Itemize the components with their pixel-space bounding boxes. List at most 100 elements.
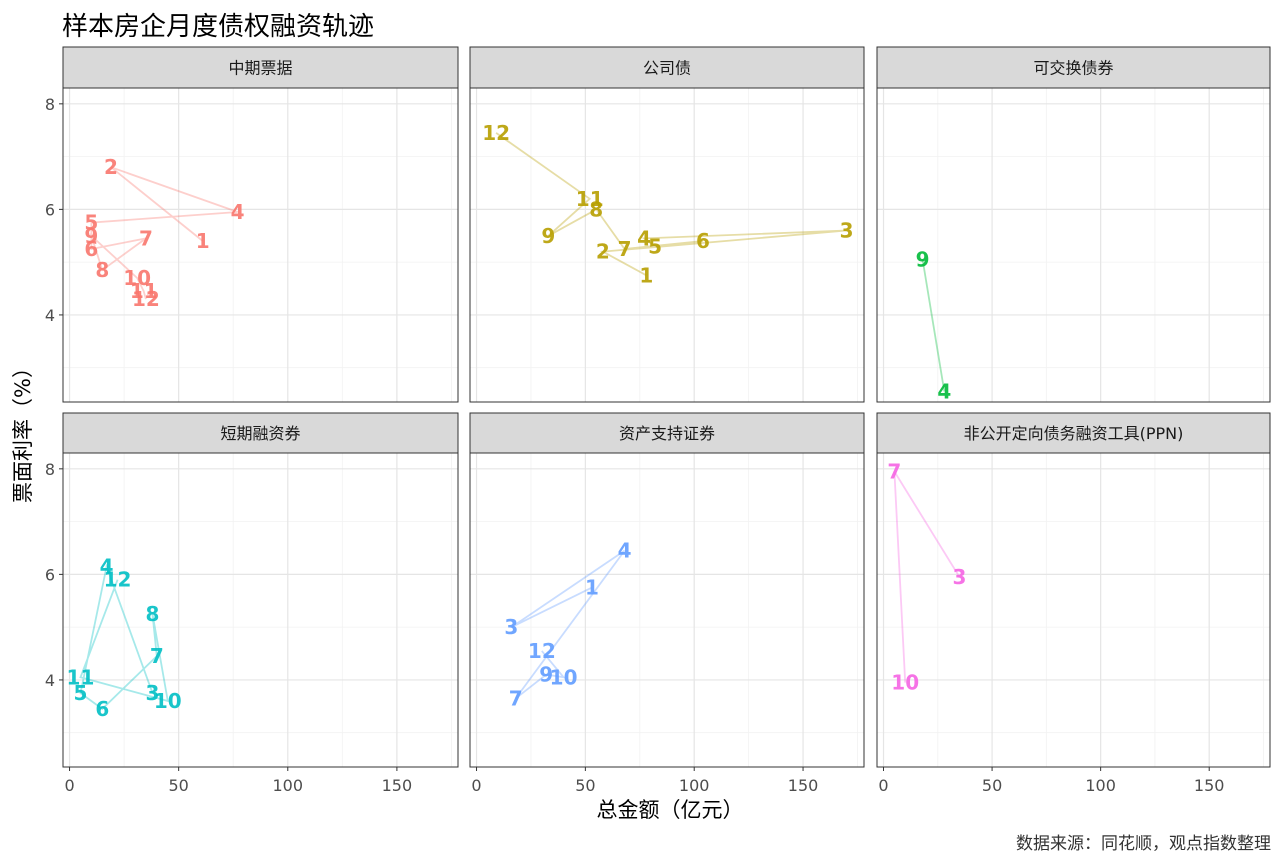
data-point-label: 3 — [953, 565, 967, 589]
data-point-label: 11 — [576, 187, 604, 211]
x-tick-label: 150 — [1194, 776, 1225, 795]
data-point-label: 1 — [639, 263, 653, 287]
y-tick-label: 6 — [45, 565, 55, 584]
data-point-label: 11 — [67, 665, 95, 689]
data-point-label: 10 — [550, 665, 578, 689]
data-point-label: 3 — [504, 615, 518, 639]
data-point-label: 12 — [132, 287, 160, 311]
x-tick-label: 50 — [575, 776, 595, 795]
y-tick-label: 8 — [45, 460, 55, 479]
x-tick-label: 100 — [679, 776, 710, 795]
data-point-label: 6 — [95, 697, 109, 721]
series-line — [893, 471, 961, 683]
panel-background — [470, 88, 864, 402]
data-point-label: 9 — [539, 663, 553, 687]
panel-border — [876, 87, 1271, 403]
data-point-label: 4 — [100, 554, 114, 578]
data-point-label: 8 — [146, 602, 160, 626]
data-point-label: 7 — [618, 237, 632, 261]
facet-strip-label: 可交换债券 — [1033, 59, 1113, 78]
data-point-label: 3 — [146, 681, 160, 705]
y-tick-label: 6 — [45, 200, 55, 219]
data-point-label: 7 — [150, 644, 164, 668]
facet-strip-label: 公司债 — [643, 59, 691, 78]
data-point-label: 4 — [618, 539, 632, 563]
facet-strip-label: 短期融资券 — [220, 424, 300, 443]
facet-strip-label: 非公开定向债务融资工具(PPN) — [964, 424, 1184, 443]
panel-border — [469, 452, 865, 768]
data-point-label: 10 — [154, 689, 182, 713]
x-tick-label: 100 — [273, 776, 304, 795]
facet-strip — [62, 46, 459, 89]
data-point-label: 4 — [937, 379, 951, 403]
data-point-label: 12 — [104, 568, 132, 592]
y-tick-label: 4 — [45, 671, 55, 690]
y-axis-label: 票面利率（%） — [11, 357, 35, 503]
data-point-label: 4 — [231, 200, 245, 224]
x-tick-label: 0 — [878, 776, 888, 795]
x-tick-label: 50 — [982, 776, 1002, 795]
data-point-label: 9 — [84, 224, 98, 248]
data-point-label: 7 — [139, 226, 153, 250]
data-point-label: 11 — [130, 279, 158, 303]
series-line — [921, 259, 946, 392]
data-point-label: 9 — [541, 224, 555, 248]
series-line — [510, 549, 626, 700]
source-note: 数据来源：同花顺，观点指数整理 — [1016, 834, 1271, 854]
data-point-label: 8 — [95, 258, 109, 282]
panel-background — [877, 88, 1270, 402]
data-point-label: 5 — [73, 681, 87, 705]
data-point-label: 2 — [104, 155, 118, 179]
y-tick-label: 8 — [45, 95, 55, 114]
x-tick-label: 100 — [1085, 776, 1116, 795]
panel-background — [63, 453, 458, 767]
panel-border — [62, 452, 459, 768]
panel-border — [62, 87, 459, 403]
facet-strip — [62, 412, 459, 454]
data-point-label: 5 — [84, 211, 98, 235]
data-point-label: 7 — [887, 459, 901, 483]
x-tick-label: 150 — [788, 776, 819, 795]
data-point-label: 4 — [637, 226, 651, 250]
panel-background — [470, 453, 864, 767]
data-point-label: 1 — [196, 229, 210, 253]
panel-background — [63, 88, 458, 402]
facet-strip-label: 资产支持证券 — [619, 424, 715, 443]
data-point-label: 6 — [84, 237, 98, 261]
data-point-label: 10 — [123, 266, 151, 290]
series-line — [89, 166, 238, 300]
facet-strip — [876, 46, 1271, 89]
facet-strip — [469, 412, 865, 454]
data-point-label: 8 — [589, 197, 603, 221]
data-point-label: 12 — [528, 639, 556, 663]
x-tick-label: 0 — [471, 776, 481, 795]
x-tick-label: 150 — [382, 776, 413, 795]
facet-panel: 可交换债券 4 9 — [876, 46, 1271, 403]
data-point-label: 6 — [696, 229, 710, 253]
data-point-label: 12 — [482, 121, 510, 145]
chart-title: 样本房企月度债权融资轨迹 — [62, 12, 375, 42]
series-line — [79, 563, 169, 711]
series-line — [495, 132, 847, 277]
panel-border — [469, 87, 865, 403]
data-point-label: 2 — [596, 240, 610, 264]
data-point-label: 5 — [648, 234, 662, 258]
data-point-label: 3 — [840, 218, 854, 242]
data-point-label: 7 — [509, 686, 523, 710]
data-point-label: 1 — [585, 576, 599, 600]
y-tick-label: 4 — [45, 306, 55, 325]
data-point-label: 9 — [916, 248, 930, 272]
panel-border — [876, 452, 1271, 768]
facet-strip-label: 中期票据 — [228, 59, 292, 78]
x-tick-label: 0 — [64, 776, 74, 795]
x-axis-label: 总金额（亿元） — [596, 798, 744, 822]
data-point-label: 10 — [891, 671, 919, 695]
x-tick-label: 50 — [168, 776, 188, 795]
panel-background — [877, 453, 1270, 767]
